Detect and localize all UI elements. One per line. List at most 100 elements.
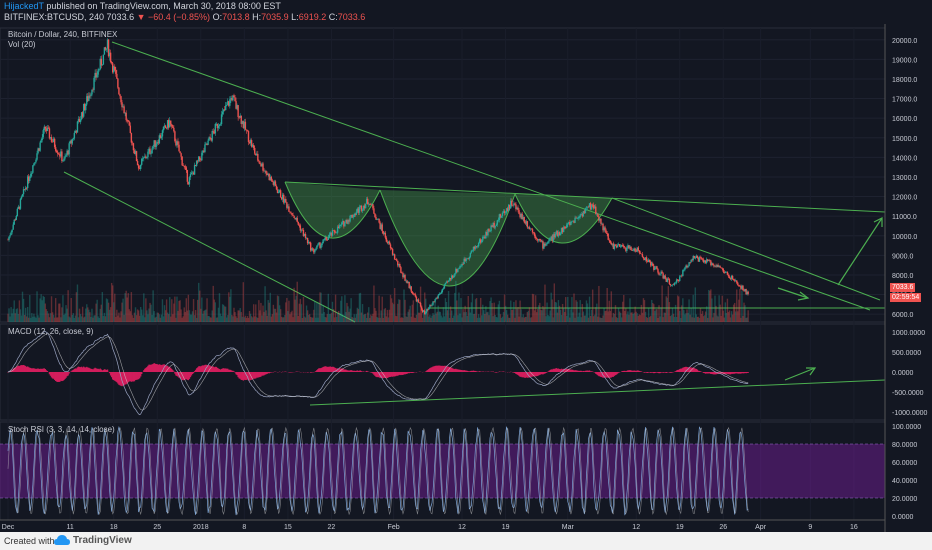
candle-body <box>346 220 348 224</box>
candle-body <box>88 95 90 101</box>
volume-bar <box>418 312 421 322</box>
volume-bar <box>539 302 541 322</box>
volume-bar <box>150 304 152 322</box>
volume-bar <box>459 313 461 322</box>
macd-histogram-bar <box>608 372 610 378</box>
macd-histogram-bar <box>611 372 614 377</box>
macd-histogram-bar <box>367 371 369 372</box>
cloud-icon <box>54 535 70 545</box>
macd-histogram-bar <box>464 370 466 372</box>
volume-bar <box>562 307 565 322</box>
candle-body <box>633 248 635 251</box>
volume-bar <box>302 297 305 322</box>
volume-bar <box>740 317 742 322</box>
low-label: L: <box>291 12 299 22</box>
volume-bar <box>151 314 153 322</box>
candle-body <box>43 126 45 131</box>
macd-histogram-bar <box>408 372 410 374</box>
candle-body <box>298 224 300 226</box>
candle-body <box>25 187 28 189</box>
volume-bar <box>30 317 32 322</box>
macd-histogram-bar <box>607 372 609 378</box>
macd-histogram-bar <box>653 372 655 374</box>
candle-body <box>307 242 310 244</box>
macd-histogram-bar <box>746 372 748 373</box>
volume-bar <box>95 303 97 322</box>
volume-bar <box>707 317 709 322</box>
price-badge: 7033.6 <box>890 283 916 292</box>
macd-histogram-bar <box>573 370 575 372</box>
x-tick: 2018 <box>193 524 209 531</box>
author-link[interactable]: HijackedT <box>4 1 44 11</box>
candle-body <box>639 252 642 254</box>
volume-bar <box>274 308 277 322</box>
candle-body <box>206 143 208 145</box>
candle-body <box>502 211 505 213</box>
macd-histogram-bar <box>202 365 204 372</box>
macd-histogram-bar <box>624 370 626 372</box>
macd-histogram-bar <box>181 372 183 380</box>
volume-bar <box>76 284 79 322</box>
macd-histogram-bar <box>675 370 678 372</box>
candle-body <box>41 137 43 141</box>
candle-body <box>65 155 67 157</box>
candle-body <box>606 232 608 235</box>
tradingview-brand[interactable]: TradingView <box>54 534 132 546</box>
candle-body <box>702 259 705 263</box>
volume-bar <box>159 317 162 322</box>
candle-body <box>652 263 654 266</box>
macd-histogram-bar <box>533 372 536 377</box>
macd-histogram-bar <box>742 372 744 374</box>
candle-body <box>456 268 458 272</box>
volume-bar <box>517 306 519 322</box>
volume-bar <box>18 300 21 322</box>
candle-body <box>637 247 639 251</box>
published-text: published on TradingView.com, March 30, … <box>46 1 281 11</box>
candle-body <box>24 187 27 190</box>
volume-bar <box>299 298 302 322</box>
volume-bar <box>648 317 651 322</box>
volume-bar <box>694 287 696 322</box>
macd-histogram-bar <box>707 372 709 374</box>
candle-body <box>194 165 197 166</box>
chart-canvas[interactable]: 6000.07000.08000.09000.010000.011000.012… <box>0 0 932 532</box>
candle-body <box>361 209 364 211</box>
candle-body <box>499 214 502 218</box>
candle-body <box>517 207 519 211</box>
macd-histogram-bar <box>576 370 578 372</box>
macd-histogram-bar <box>112 372 114 380</box>
macd-histogram-bar <box>22 364 25 372</box>
volume-bar <box>336 312 339 322</box>
volume-bar <box>482 304 484 322</box>
candle-body <box>354 213 356 215</box>
macd-histogram-bar <box>30 368 32 372</box>
candle-body <box>311 248 313 251</box>
volume-bar <box>271 314 274 322</box>
candle-body <box>363 205 366 209</box>
macd-histogram-bar <box>436 365 438 372</box>
macd-histogram-bar <box>425 371 427 372</box>
volume-bar <box>292 317 294 322</box>
candle-body <box>305 237 308 239</box>
volume-bar <box>155 316 157 322</box>
volume-bar <box>687 312 689 322</box>
volume-bar <box>42 295 44 322</box>
volume-bar <box>359 292 362 322</box>
candle-body <box>641 254 644 257</box>
volume-bar <box>54 298 57 322</box>
volume-bar <box>395 315 397 322</box>
volume-bar <box>712 317 714 322</box>
main-y-tick: 13000.0 <box>892 175 917 182</box>
volume-bar <box>185 298 188 322</box>
candle-body <box>147 151 149 158</box>
macd-histogram-bar <box>377 372 379 378</box>
candle-body <box>143 157 145 159</box>
macd-histogram-bar <box>68 372 70 374</box>
macd-histogram-bar <box>442 365 445 372</box>
candle-body <box>538 239 540 241</box>
candle-body <box>44 126 47 129</box>
candle-body <box>51 141 54 143</box>
volume-bar <box>500 317 503 322</box>
candle-body <box>718 266 720 268</box>
candle-body <box>181 156 183 166</box>
